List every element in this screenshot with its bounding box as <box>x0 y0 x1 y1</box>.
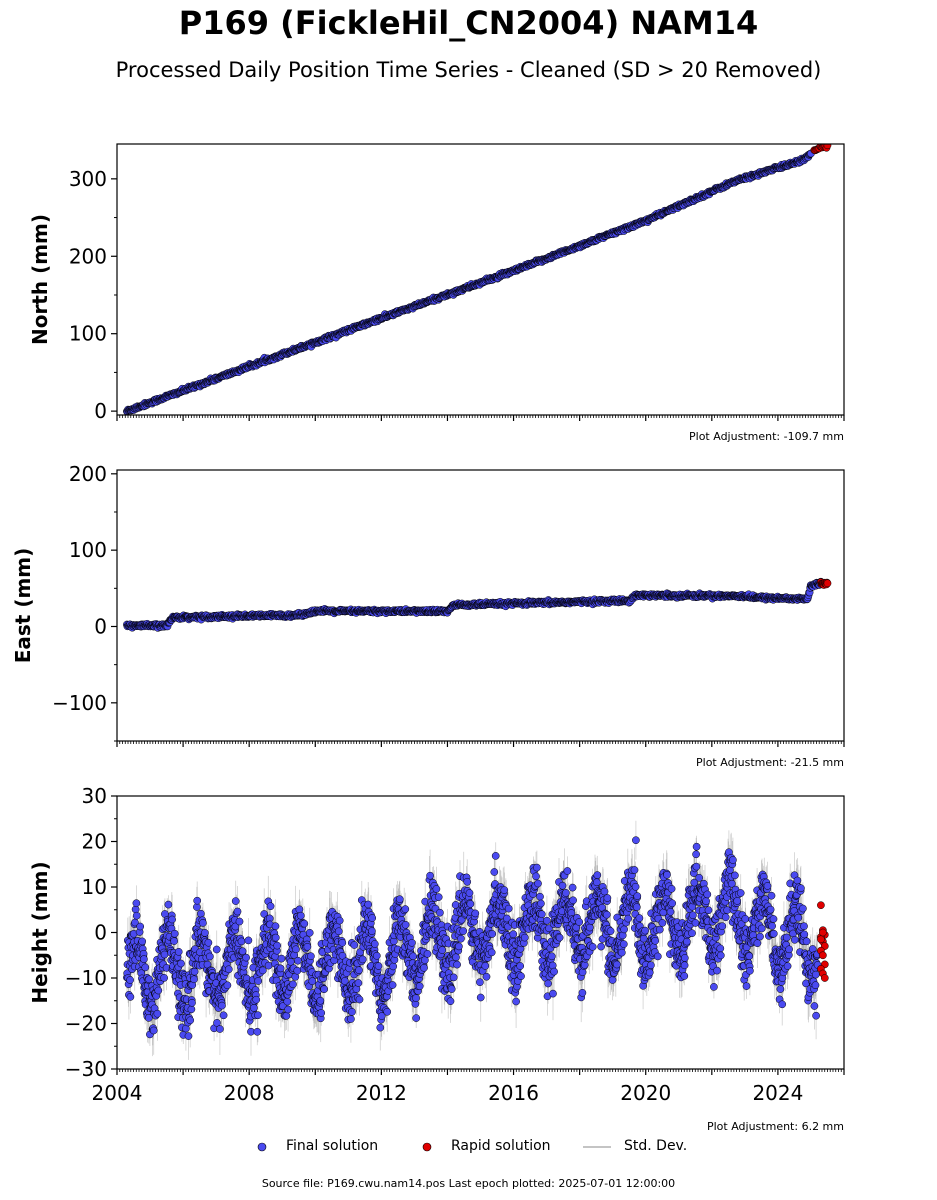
plot-area-1 <box>123 144 832 415</box>
plot-area-2 <box>123 577 832 632</box>
panel-1: 0 100 200 300 North (mm) Plot Adjustment: -10… <box>28 143 845 443</box>
plot-adjustment-note: Plot Adjustment: -21.5 mm <box>696 756 844 769</box>
rapid-solution-point <box>823 144 832 150</box>
y-tick-label: 100 <box>69 538 107 562</box>
page-subtitle: Processed Daily Position Time Series - C… <box>115 58 822 82</box>
y-tick-label: 0 <box>94 399 107 423</box>
plot-area-3 <box>123 820 829 1060</box>
y-tick-label: −100 <box>52 691 107 715</box>
rapid-solution-point <box>823 579 832 588</box>
panel-2: −100 0 100 200 East (mm) Plot Adjustment: -21… <box>11 462 845 769</box>
plot-adjustment-note: Plot Adjustment: -109.7 mm <box>689 430 844 443</box>
y-tick-label: 100 <box>69 322 107 346</box>
y-axis-label: East (mm) <box>11 548 35 664</box>
page-title: P169 (FickleHil_CN2004) NAM14 <box>178 4 759 42</box>
y-tick-label: 200 <box>69 462 107 486</box>
y-axis-label: North (mm) <box>28 214 52 345</box>
y-tick-label: 0 <box>94 614 107 638</box>
y-tick-label: 200 <box>69 244 107 268</box>
y-tick-label: 300 <box>69 167 107 191</box>
